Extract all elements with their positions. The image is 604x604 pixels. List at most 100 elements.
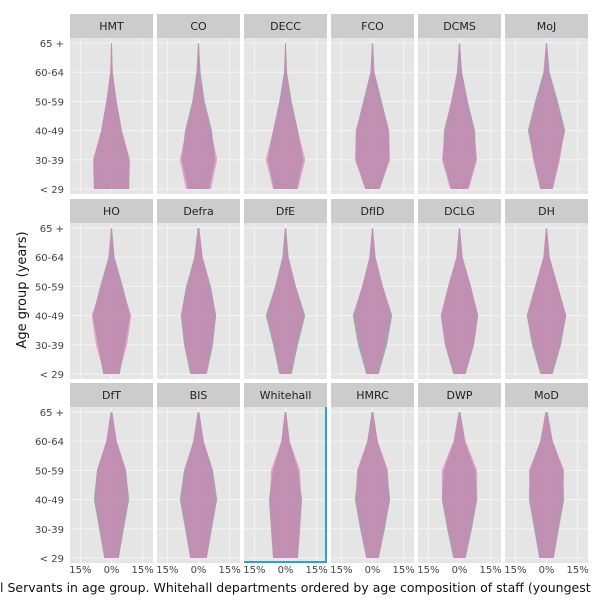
strip-label-mod: MoD	[534, 389, 559, 402]
strip-label-whitehall: Whitehall	[260, 389, 312, 402]
series-b-shape-dft	[94, 412, 129, 558]
y-tick-label: < 29	[40, 554, 64, 565]
series-b-shape-dfe	[266, 228, 305, 374]
x-tick-label: 15%	[132, 565, 154, 576]
y-tick-label: 60-64	[35, 68, 64, 79]
y-tick-label: 50-59	[35, 282, 64, 293]
strip-dfid	[331, 199, 414, 223]
panel-dft: DfT < 29 30-39 40-49 50-59 60-64 65 + 15% 0% 15%	[35, 383, 154, 576]
x-tick-label: 15%	[480, 565, 502, 576]
series-b-shape-hmt	[92, 43, 131, 189]
series-b-shape-dcms	[441, 43, 478, 189]
panel-mod: MoD 15% 0% 15%	[504, 383, 589, 576]
series-b-shape-whitehall	[269, 412, 302, 558]
y-tick-label: 40-49	[35, 312, 64, 323]
series-b-shape-ho	[91, 228, 132, 374]
y-tick-label: 60-64	[35, 437, 64, 448]
x-tick-label: 15%	[306, 565, 328, 576]
y-tick-label: < 29	[40, 185, 64, 196]
y-tick-label: 60-64	[35, 253, 64, 264]
x-tick-label: 15%	[504, 565, 526, 576]
strip-defra	[157, 199, 240, 223]
x-tick-label: 15%	[69, 565, 91, 576]
series-b-shape-hmrc	[355, 412, 390, 558]
strip-label-decc: DECC	[270, 20, 301, 33]
series-b-shape-dwp	[441, 412, 478, 558]
strip-dclg	[418, 199, 501, 223]
chart-caption: l Servants in age group. Whitehall depar…	[0, 580, 591, 595]
panel-moj: MoJ	[505, 14, 588, 194]
strip-moj	[505, 14, 588, 38]
panel-fco: FCO	[331, 14, 414, 194]
panel-decc: DECC	[244, 14, 327, 194]
strip-label-dfe: DfE	[276, 205, 295, 218]
strip-dwp	[418, 383, 501, 407]
strip-label-dcms: DCMS	[443, 20, 476, 33]
panel-dfid: DfID	[331, 199, 414, 379]
series-b-shape-decc	[265, 43, 306, 189]
x-tick-label: 15%	[393, 565, 415, 576]
strip-decc	[244, 14, 327, 38]
strip-hmt	[70, 14, 153, 38]
panel-dwp: DWP 15% 0% 15%	[417, 383, 502, 576]
y-tick-label: 30-39	[35, 156, 64, 167]
series-b-shape-fco	[354, 43, 391, 189]
panel-dh: DH	[505, 199, 588, 379]
strip-co	[157, 14, 240, 38]
y-axis-title: Age group (years)	[15, 231, 30, 348]
panel-dclg: DCLG	[418, 199, 501, 379]
panel-defra: Defra	[157, 199, 240, 379]
y-tick-label: 40-49	[35, 496, 64, 507]
y-tick-label: < 29	[40, 370, 64, 381]
strip-dh	[505, 199, 588, 223]
strip-label-defra: Defra	[183, 205, 213, 218]
panel-hmt: HMT < 29 30-39 40-49 50-59 60-64 65 +	[35, 14, 153, 196]
x-tick-label: 0%	[191, 565, 207, 576]
series-b-shape-dh	[526, 228, 567, 374]
strip-whitehall	[244, 383, 327, 407]
series-b-shape-bis	[180, 412, 217, 558]
strip-label-ho: HO	[103, 205, 120, 218]
strip-label-hmrc: HMRC	[356, 389, 389, 402]
strip-label-dh: DH	[538, 205, 555, 218]
panel-hmrc: HMRC 15% 0% 15%	[330, 383, 415, 576]
strip-label-dft: DfT	[102, 389, 121, 402]
strip-label-dclg: DCLG	[444, 205, 475, 218]
strip-fco	[331, 14, 414, 38]
x-tick-label: 0%	[539, 565, 555, 576]
series-b-shape-defra	[180, 228, 217, 374]
y-tick-label: 65 +	[40, 224, 64, 235]
panel-ho: HO < 29 30-39 40-49 50-59 60-64 65 +	[35, 199, 153, 381]
strip-label-dfid: DfID	[360, 205, 384, 218]
x-tick-label: 0%	[365, 565, 381, 576]
strip-label-co: CO	[190, 20, 207, 33]
y-tick-label: 40-49	[35, 127, 64, 138]
panel-bis: BIS 15% 0% 15%	[156, 383, 241, 576]
x-tick-label: 15%	[417, 565, 439, 576]
series-b-shape-dfid	[353, 228, 392, 374]
x-tick-label: 15%	[567, 565, 589, 576]
series-b-shape-mod	[528, 412, 565, 558]
x-tick-label: 15%	[156, 565, 178, 576]
strip-ho	[70, 199, 153, 223]
strip-dft	[70, 383, 153, 407]
series-b-shape-co	[179, 43, 218, 189]
y-tick-label: 65 +	[40, 408, 64, 419]
strip-mod	[505, 383, 588, 407]
panel-dfe: DfE	[244, 199, 327, 379]
x-tick-label: 0%	[278, 565, 294, 576]
panel-whitehall: Whitehall 15% 0% 15%	[243, 383, 328, 576]
panel-dcms: DCMS	[418, 14, 501, 194]
y-tick-label: 50-59	[35, 466, 64, 477]
strip-label-fco: FCO	[361, 20, 384, 33]
panel-co: CO	[157, 14, 240, 194]
x-tick-label: 15%	[243, 565, 265, 576]
strip-dfe	[244, 199, 327, 223]
strip-label-hmt: HMT	[99, 20, 124, 33]
strip-label-moj: MoJ	[537, 20, 556, 33]
series-b-shape-moj	[528, 43, 565, 189]
y-tick-label: 50-59	[35, 97, 64, 108]
strip-dcms	[418, 14, 501, 38]
x-tick-label: 0%	[104, 565, 120, 576]
